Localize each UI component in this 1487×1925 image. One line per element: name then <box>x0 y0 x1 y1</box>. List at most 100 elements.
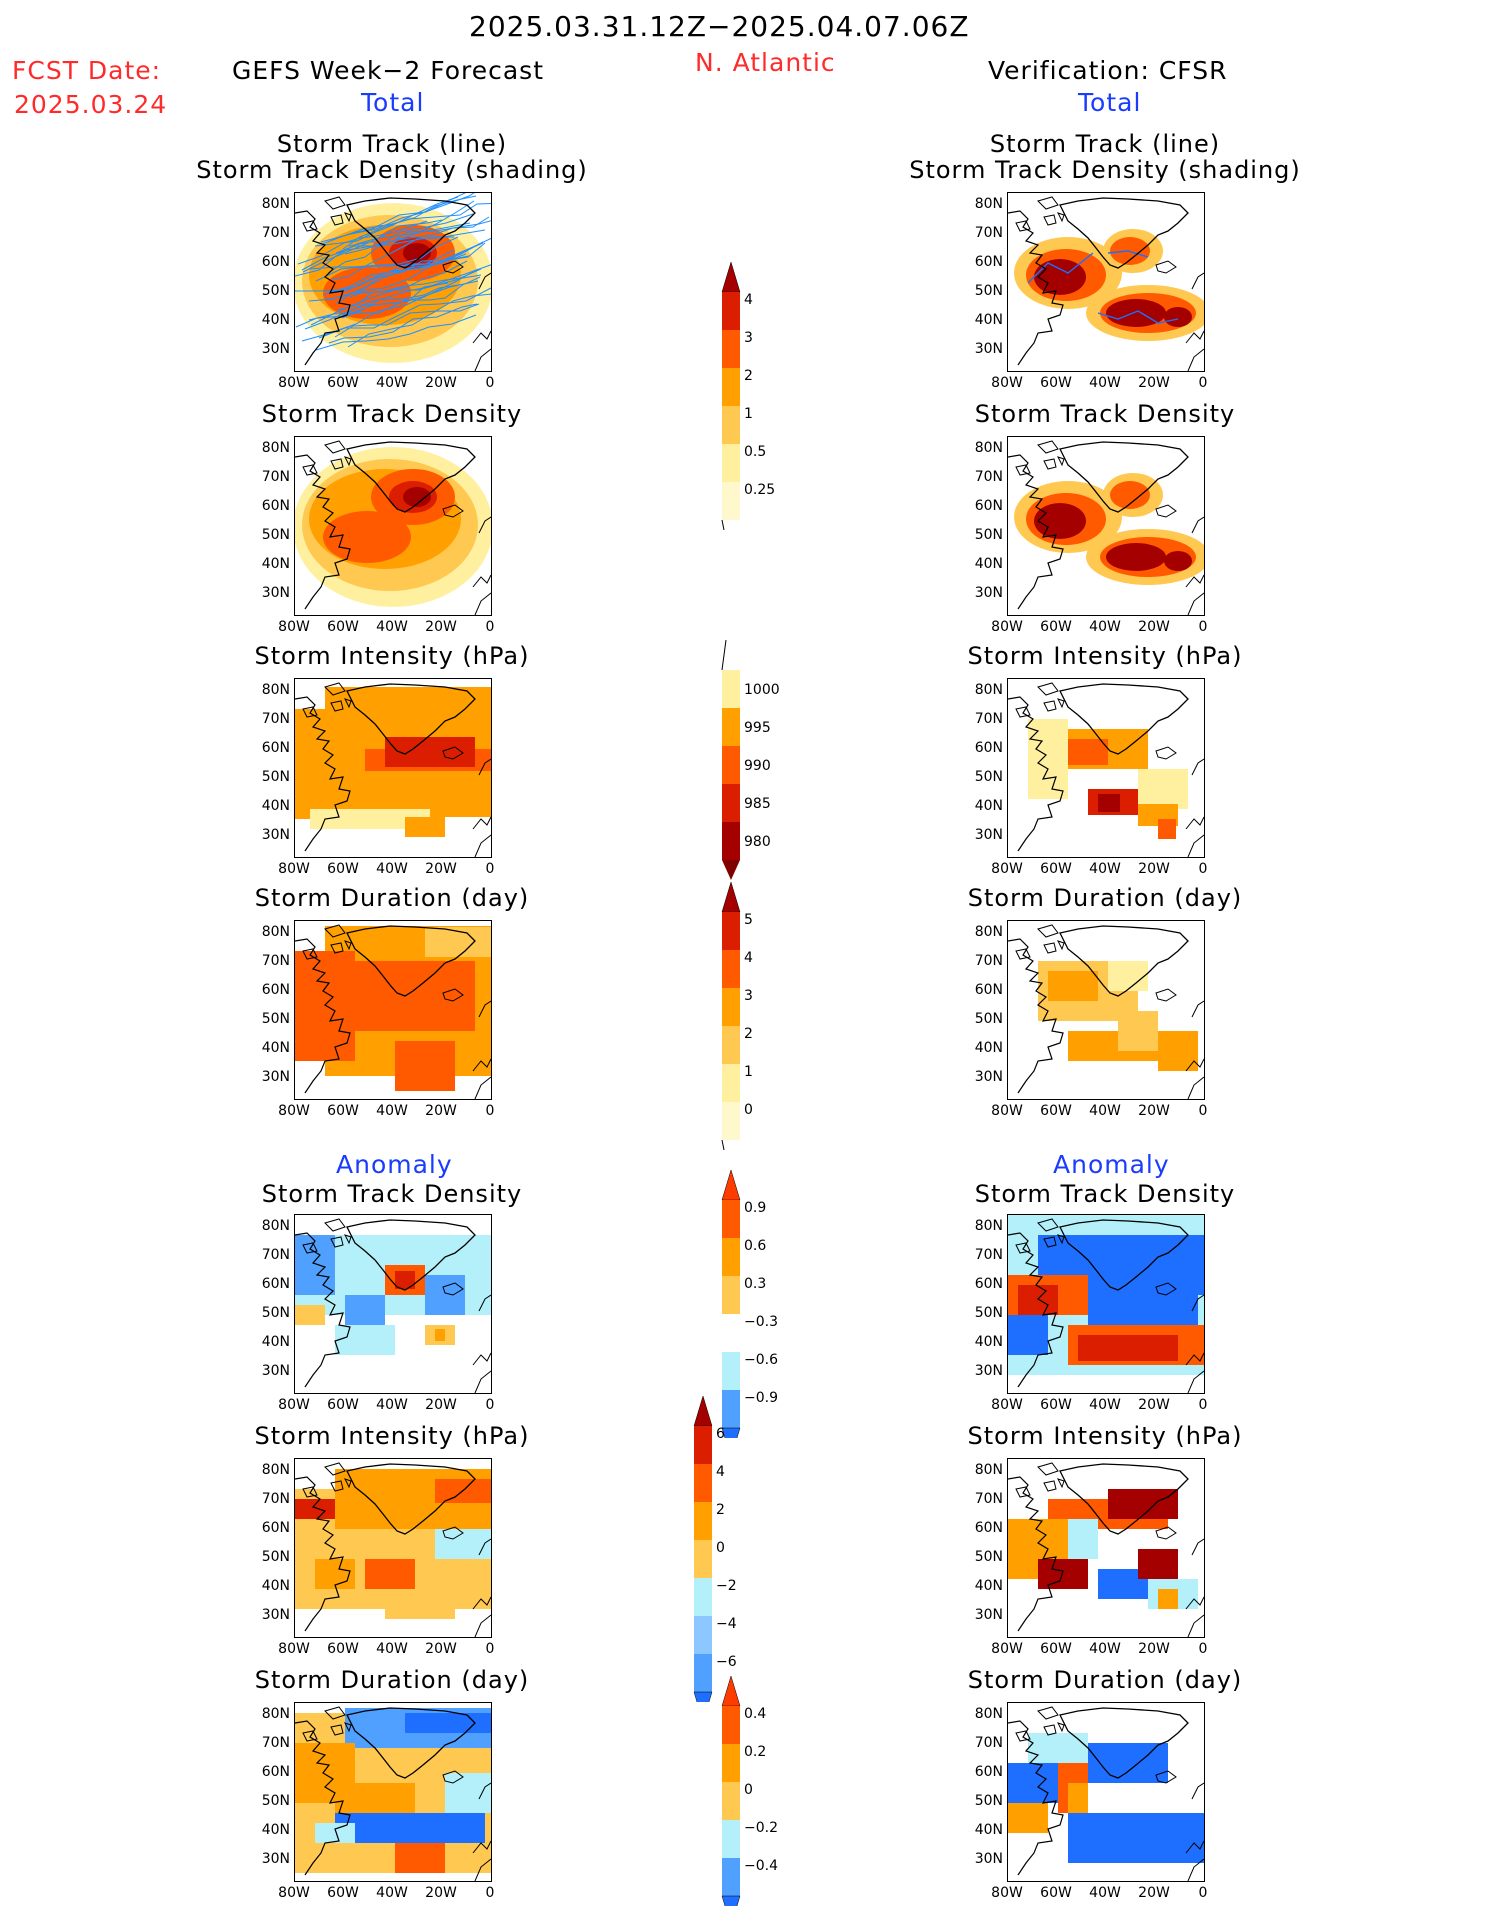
intensity-total-colorbar-label: 995 <box>744 720 771 736</box>
right-density-lat-label: 60N <box>974 498 1003 514</box>
intensity-anom-colorbar-label: −6 <box>716 1654 737 1670</box>
left-intensity-anom-lat-label: 80N <box>261 1462 290 1478</box>
left-density-anom-lat-label: 30N <box>261 1363 290 1379</box>
density-total-colorbar-label: 0.25 <box>744 482 776 498</box>
left-duration-lon-label: 80W <box>278 1103 310 1119</box>
left-density-anom-lon-label: 20W <box>425 1397 457 1413</box>
density-anom-colorbar-label: −0.3 <box>744 1314 778 1330</box>
left-track-lat-label: 70N <box>261 225 290 241</box>
right-duration-lon-label: 40W <box>1089 1103 1121 1119</box>
right-density-lon-label: 0 <box>1198 619 1208 635</box>
intensity-total-colorbar-label: 980 <box>744 834 771 850</box>
right-intensity-lon-label: 60W <box>1040 861 1072 877</box>
right-duration-anom-lat-label: 50N <box>974 1793 1003 1809</box>
right-duration-anom-lat-label: 80N <box>974 1706 1003 1722</box>
left-duration-lon-label: 60W <box>327 1103 359 1119</box>
left-intensity-lat-label: 30N <box>261 827 290 843</box>
right-duration-anom-lat-label: 60N <box>974 1764 1003 1780</box>
duration-total-colorbar-label: 2 <box>744 1026 753 1042</box>
right-density-map <box>1007 436 1205 616</box>
left-track-lat-label: 30N <box>261 341 290 357</box>
density-total-colorbar-label: 0.5 <box>744 444 767 460</box>
left-density-map <box>294 436 492 616</box>
left-density-lon-label: 0 <box>485 619 495 635</box>
left-duration-lon-label: 0 <box>485 1103 495 1119</box>
left-density-anom-lat-label: 80N <box>261 1218 290 1234</box>
left-intensity-anom-lat-label: 30N <box>261 1607 290 1623</box>
left-duration-lat-label: 30N <box>261 1069 290 1085</box>
left-duration-lon-label: 40W <box>376 1103 408 1119</box>
left-density-lat-label: 30N <box>261 585 290 601</box>
density-anom-colorbar <box>721 1170 741 1438</box>
density-anom-colorbar-label: 0.6 <box>744 1238 767 1254</box>
right-density-lon-label: 40W <box>1089 619 1121 635</box>
intensity-total-colorbar-label: 990 <box>744 758 771 774</box>
right-duration-lon-label: 60W <box>1040 1103 1072 1119</box>
left-intensity-lon-label: 80W <box>278 861 310 877</box>
right-intensity-anom-lat-label: 70N <box>974 1491 1003 1507</box>
right-intensity-map <box>1007 678 1205 858</box>
right-total-label: Total <box>1078 88 1142 117</box>
left-density-title: Storm Track Density <box>261 400 523 428</box>
left-density-anom-map <box>294 1214 492 1394</box>
left-intensity-anom-lon-label: 40W <box>376 1641 408 1657</box>
right-intensity-anom-lat-label: 40N <box>974 1578 1003 1594</box>
left-duration-lat-label: 40N <box>261 1040 290 1056</box>
right-duration-anom-lon-label: 60W <box>1040 1885 1072 1901</box>
right-duration-lat-label: 50N <box>974 1011 1003 1027</box>
right-intensity-lon-label: 20W <box>1138 861 1170 877</box>
right-intensity-anom-lat-label: 50N <box>974 1549 1003 1565</box>
left-duration-title: Storm Duration (day) <box>254 884 530 912</box>
left-duration-lat-label: 80N <box>261 924 290 940</box>
right-duration-anom-lon-label: 40W <box>1089 1885 1121 1901</box>
intensity-total-colorbar-label: 1000 <box>744 682 780 698</box>
density-anom-colorbar-label: 0.3 <box>744 1276 767 1292</box>
left-track-line-title: Storm Track (line) <box>276 130 508 158</box>
left-track-lat-label: 40N <box>261 312 290 328</box>
right-track-lon-label: 0 <box>1198 375 1208 391</box>
left-intensity-anom-lat-label: 60N <box>261 1520 290 1536</box>
right-track-lon-label: 80W <box>991 375 1023 391</box>
left-intensity-anom-lat-label: 40N <box>261 1578 290 1594</box>
left-duration-lat-label: 70N <box>261 953 290 969</box>
right-intensity-lat-label: 60N <box>974 740 1003 756</box>
right-intensity-anom-lat-label: 30N <box>974 1607 1003 1623</box>
duration-total-colorbar-label: 3 <box>744 988 753 1004</box>
date-range: 2025.03.31.12Z−2025.04.07.06Z <box>469 10 970 43</box>
left-track-lon-label: 20W <box>425 375 457 391</box>
right-duration-anom-lon-label: 80W <box>991 1885 1023 1901</box>
intensity-anom-colorbar-label: 2 <box>716 1502 725 1518</box>
right-density-anom-lat-label: 30N <box>974 1363 1003 1379</box>
right-duration-lat-label: 40N <box>974 1040 1003 1056</box>
left-intensity-lat-label: 80N <box>261 682 290 698</box>
left-duration-anom-lat-label: 60N <box>261 1764 290 1780</box>
left-density-anom-lat-label: 40N <box>261 1334 290 1350</box>
intensity-anom-colorbar-label: 6 <box>716 1426 725 1442</box>
left-density-lon-label: 40W <box>376 619 408 635</box>
left-intensity-lat-label: 70N <box>261 711 290 727</box>
duration-total-colorbar-label: 0 <box>744 1102 753 1118</box>
left-density-anom-title: Storm Track Density <box>261 1180 523 1208</box>
right-track-shading-title: Storm Track Density (shading) <box>909 156 1301 184</box>
left-density-lon-label: 20W <box>425 619 457 635</box>
left-intensity-anom-lat-label: 70N <box>261 1491 290 1507</box>
right-intensity-lon-label: 80W <box>991 861 1023 877</box>
right-track-lon-label: 20W <box>1138 375 1170 391</box>
duration-anom-colorbar-label: 0 <box>744 1782 753 1798</box>
right-density-lat-label: 80N <box>974 440 1003 456</box>
right-duration-anom-lon-label: 20W <box>1138 1885 1170 1901</box>
right-track-lon-label: 60W <box>1040 375 1072 391</box>
intensity-total-colorbar-label: 985 <box>744 796 771 812</box>
right-intensity-lon-label: 0 <box>1198 861 1208 877</box>
right-duration-lon-label: 0 <box>1198 1103 1208 1119</box>
left-intensity-lon-label: 40W <box>376 861 408 877</box>
left-duration-anom-lat-label: 70N <box>261 1735 290 1751</box>
right-intensity-lat-label: 40N <box>974 798 1003 814</box>
density-total-colorbar <box>721 262 741 530</box>
right-intensity-lat-label: 30N <box>974 827 1003 843</box>
right-density-anom-lat-label: 60N <box>974 1276 1003 1292</box>
duration-anom-colorbar-label: −0.4 <box>744 1858 778 1874</box>
left-density-anom-lon-label: 0 <box>485 1397 495 1413</box>
right-intensity-anom-lon-label: 60W <box>1040 1641 1072 1657</box>
left-duration-anom-lon-label: 80W <box>278 1885 310 1901</box>
